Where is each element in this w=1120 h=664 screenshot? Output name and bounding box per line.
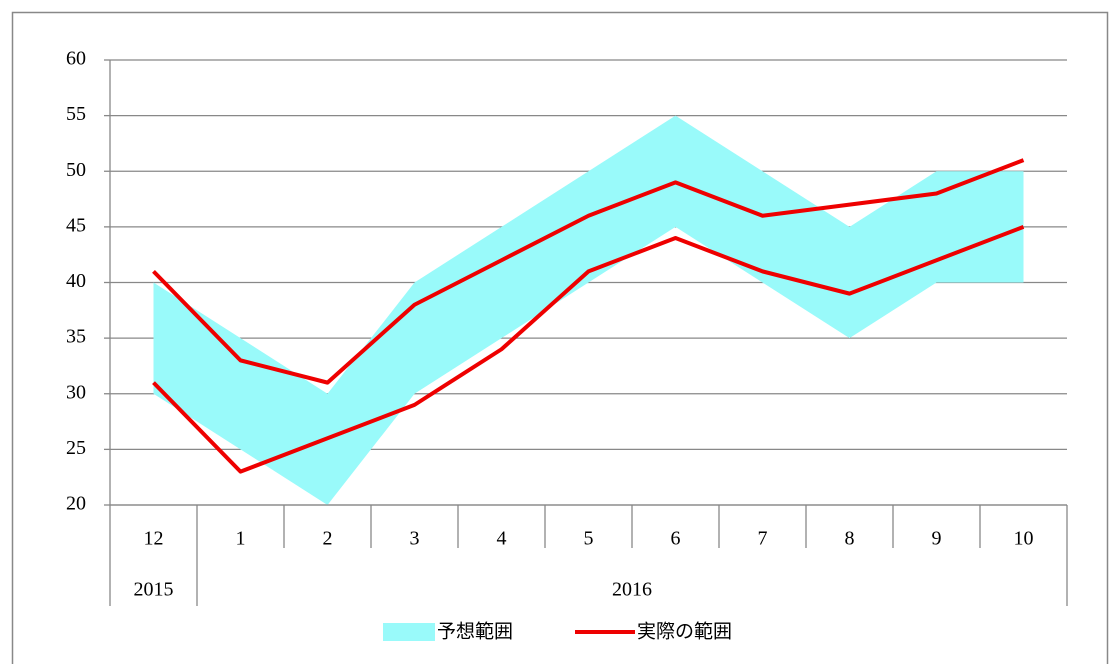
group-label: 2016	[612, 579, 652, 601]
actual-line	[152, 225, 1025, 474]
y-tick-label: 20	[66, 493, 86, 515]
x-tick-label: 1	[236, 528, 246, 550]
y-tick-label: 35	[66, 326, 86, 348]
x-tick-label: 2	[323, 528, 333, 550]
x-tick-label: 10	[1014, 528, 1034, 550]
legend-label: 実際の範囲	[637, 621, 732, 643]
x-tick-label: 6	[671, 528, 681, 550]
y-tick-label: 60	[66, 48, 86, 70]
actual-line	[152, 158, 1025, 385]
forecast-band	[153, 115, 1024, 505]
x-tick-label: 5	[584, 528, 594, 550]
x-tick-label: 8	[845, 528, 855, 550]
y-tick-label: 45	[66, 214, 86, 236]
y-tick-label: 40	[66, 270, 86, 292]
x-tick-label: 4	[497, 528, 507, 550]
x-tick-label: 3	[410, 528, 420, 550]
legend-label: 予想範囲	[437, 621, 513, 643]
y-tick-label: 50	[66, 159, 86, 181]
y-tick-label: 30	[66, 381, 86, 403]
legend-swatch	[383, 623, 435, 641]
x-tick-label: 7	[758, 528, 768, 550]
x-tick-label: 9	[932, 528, 942, 550]
group-label: 2015	[134, 579, 174, 601]
x-tick-label: 12	[144, 528, 164, 550]
y-tick-label: 55	[66, 103, 86, 125]
y-tick-label: 25	[66, 437, 86, 459]
chart-border	[11, 11, 1109, 664]
